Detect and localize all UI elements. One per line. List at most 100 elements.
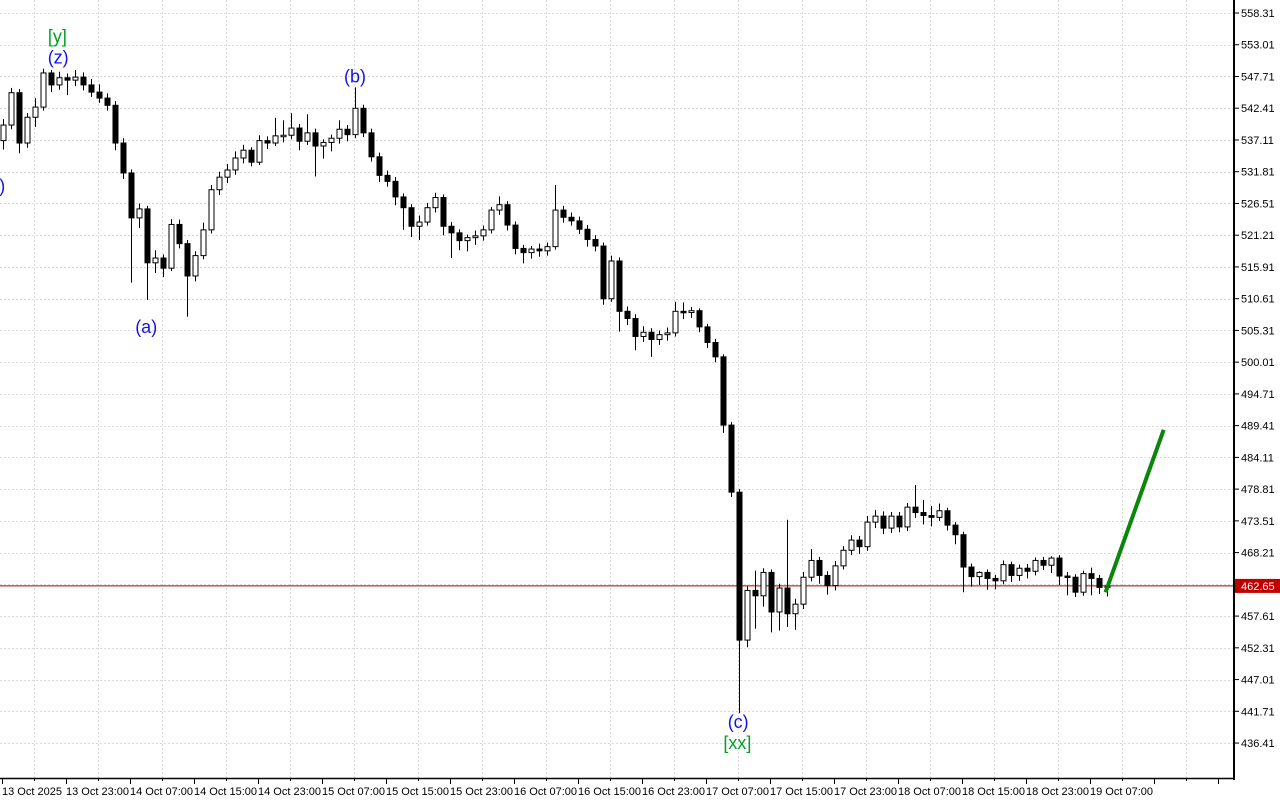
price-tick-label: 468.21 <box>1241 548 1275 560</box>
candle-body-up <box>416 221 423 227</box>
candle <box>720 354 727 433</box>
candle-body-down <box>752 589 759 597</box>
candle <box>32 98 39 127</box>
candle <box>1000 560 1007 585</box>
time-scale[interactable]: 13 Oct 2025 13 Oct 23:00 14 Oct 07:00 14 Oc… <box>2 778 1219 798</box>
candle <box>384 170 391 187</box>
candle-body-up <box>496 204 503 211</box>
price-tick-label: 473.51 <box>1241 516 1275 528</box>
candle-body-up <box>304 132 311 142</box>
candle <box>512 221 519 255</box>
candle-body-down <box>560 209 567 218</box>
candle-body-down <box>696 310 703 328</box>
candle-body-down <box>504 204 511 226</box>
candle-body-up <box>480 229 487 237</box>
candle <box>136 203 143 229</box>
candle <box>880 511 887 535</box>
bid-price-tag: 462.65 <box>1235 578 1280 593</box>
candle-body-up <box>216 176 223 191</box>
candle <box>1040 556 1047 571</box>
candle <box>160 254 167 278</box>
candle-body-down <box>1024 567 1031 572</box>
candle-body-up <box>56 77 63 86</box>
candle-body-up <box>544 246 551 252</box>
candle <box>856 535 863 554</box>
candle-body-down <box>248 149 255 163</box>
candle <box>824 571 831 595</box>
candle <box>944 507 951 531</box>
candle <box>264 136 271 150</box>
candle <box>8 87 15 130</box>
candle-body-up <box>744 589 751 641</box>
candle <box>424 202 431 226</box>
price-tick-label: 489.41 <box>1241 421 1275 433</box>
candle-body-down <box>512 224 519 249</box>
candle-body-down <box>616 260 623 312</box>
candle <box>960 531 967 593</box>
candle <box>680 302 687 320</box>
candle <box>16 89 23 154</box>
candle <box>1080 570 1087 596</box>
candle-body-up <box>280 134 287 138</box>
candle-body-up <box>352 107 359 136</box>
candle-body-down <box>920 512 927 517</box>
candle-body-down <box>16 92 23 144</box>
candle-body-down <box>912 506 919 514</box>
candle-body-up <box>200 229 207 257</box>
candle <box>672 301 679 337</box>
candle-body-down <box>992 577 999 582</box>
candle-body-up <box>800 576 807 605</box>
candle <box>296 123 303 151</box>
candle <box>416 215 423 241</box>
time-tick-label: 14 Oct 15:00 <box>194 786 257 798</box>
candle-body-down <box>584 228 591 240</box>
time-tick-label: 14 Oct 23:00 <box>258 786 321 798</box>
candle-body-up <box>336 128 343 139</box>
candle <box>400 193 407 230</box>
candle-body-up <box>240 149 247 159</box>
candle-body-up <box>976 571 983 578</box>
candle-body-up <box>136 208 143 219</box>
candle-body-down <box>880 515 887 529</box>
candle <box>736 489 743 714</box>
candle <box>808 549 815 582</box>
candle <box>280 120 287 143</box>
candle-body-up <box>792 603 799 615</box>
candle <box>896 511 903 533</box>
candle <box>888 511 895 533</box>
grid-layer <box>0 0 1233 778</box>
candle-body-up <box>672 310 679 334</box>
price-scale[interactable]: 558.31 553.01 547.71 542.41 537.11 531.81 526.… <box>1235 8 1275 750</box>
candle <box>1056 555 1063 586</box>
candle-body-up <box>232 157 239 171</box>
candle-body-up <box>1016 567 1023 576</box>
candle <box>784 519 791 627</box>
time-tick-label: 15 Oct 23:00 <box>450 786 513 798</box>
candle <box>968 563 975 587</box>
candle-body-up <box>328 137 335 143</box>
candle <box>472 230 479 245</box>
candle-body-down <box>120 142 127 174</box>
candle <box>664 327 671 341</box>
candle-body-up <box>152 257 159 264</box>
price-tick-label: 505.31 <box>1241 325 1275 337</box>
candle <box>800 571 807 609</box>
wave-label-a: (a) <box>135 317 157 337</box>
candle-body-down <box>400 196 407 209</box>
candle-body-down <box>944 510 951 526</box>
candle-body-down <box>368 132 375 158</box>
green-projection-line[interactable] <box>1103 429 1166 593</box>
candle-body-down <box>88 84 95 93</box>
candle <box>224 163 231 184</box>
candle <box>0 119 7 150</box>
candle-body-up <box>776 587 783 613</box>
candle <box>184 240 191 317</box>
candle-body-down <box>128 172 135 219</box>
time-tick-label: 18 Oct 07:00 <box>898 786 961 798</box>
candle <box>872 510 879 529</box>
candle <box>304 114 311 145</box>
candle <box>976 571 983 586</box>
candle-body-up <box>432 197 439 209</box>
